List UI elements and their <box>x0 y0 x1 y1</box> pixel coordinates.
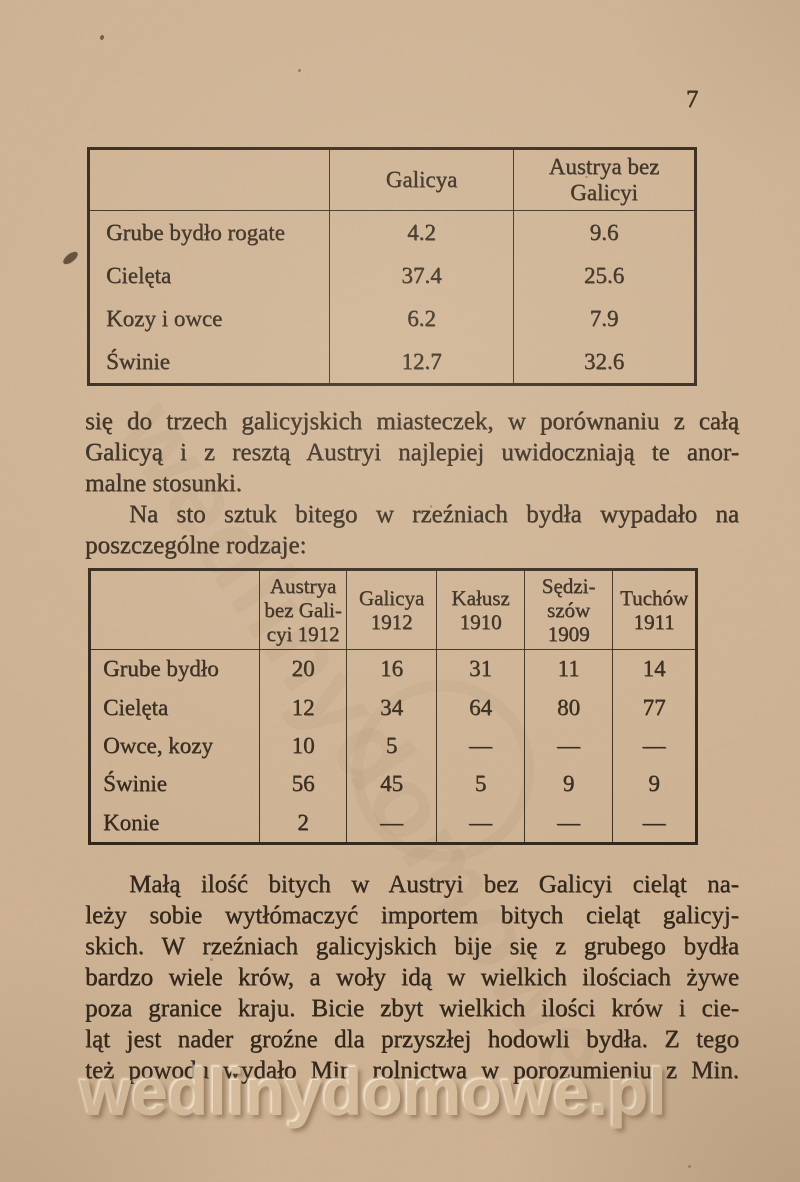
cell-value: 4.2 <box>329 211 513 254</box>
paper-speck <box>688 1165 691 1168</box>
site-watermark: wedlinydomowe.pl <box>80 1055 667 1129</box>
text-line: malne stosunki. <box>85 470 242 497</box>
cell-value: 12.7 <box>329 340 513 383</box>
table2-header-row: Austrya bez Gali- cyi 1912 Galicya 1912 … <box>91 571 695 650</box>
text-line: ląt jest nader groźne dla przyszłej hodo… <box>85 1026 739 1053</box>
cell-value: 10 <box>259 726 346 766</box>
paper-speck <box>298 69 301 72</box>
row-label: Świnie <box>106 348 170 374</box>
table-row: Świnie 56 45 5 9 9 <box>91 765 695 804</box>
paper-speck <box>99 34 105 41</box>
cell-value: 12 <box>259 688 346 727</box>
header-line: Sędzi- <box>541 574 596 598</box>
cell-value: 31 <box>436 650 524 689</box>
text-line: bardzo wiele krów, a woły idą w wielkich… <box>85 964 739 991</box>
cell-value: 9 <box>612 765 695 804</box>
cell-value: — <box>436 726 524 766</box>
cell-value: 2 <box>259 803 346 843</box>
row-label: Owce, kozy <box>103 733 213 759</box>
row-label: Cielęta <box>103 694 169 720</box>
table1-header-austrya: Austrya bez Galicyi <box>513 150 694 210</box>
cell-value: 9.6 <box>513 211 694 254</box>
cell-value: 7.9 <box>513 297 694 340</box>
table-row: Cielęta 12 34 64 80 77 <box>91 688 695 727</box>
cell-value: 32.6 <box>513 340 694 383</box>
cell-value: — <box>346 803 436 843</box>
text-line: poszczególne rodzaje: <box>85 532 307 559</box>
row-label: Cielęta <box>106 262 172 288</box>
table-row: Grube bydło 20 16 31 11 14 <box>91 650 695 689</box>
cell-value: 11 <box>524 650 612 689</box>
livestock-percentage-table: Galicya Austrya bez Galicyi Grube bydło … <box>87 147 697 386</box>
table2-header-empty <box>91 571 259 649</box>
cell-value: 25.6 <box>513 254 694 297</box>
table-row: Kozy i owce 6.2 7.9 <box>90 297 694 340</box>
paragraph-commentary: Małą ilość bitych w Austryi bez Galicyi … <box>85 869 739 1086</box>
cell-value: 5 <box>436 765 524 804</box>
cell-value: — <box>612 803 695 843</box>
cell-value: 5 <box>346 726 436 766</box>
slaughter-statistics-table: Austrya bez Gali- cyi 1912 Galicya 1912 … <box>88 568 698 845</box>
header-line: bez Gali- <box>264 598 342 622</box>
text-line: leży sobie wytłómaczyć importem bitych c… <box>85 902 739 929</box>
table-row: Owce, kozy 10 5 — — — <box>91 726 695 766</box>
header-line: 1911 <box>633 610 675 634</box>
row-label: Świnie <box>103 771 167 797</box>
row-label: Grube bydło <box>103 656 219 682</box>
text-line: poza granice kraju. Bicie zbyt wielkich … <box>85 995 739 1022</box>
cell-value: — <box>524 726 612 766</box>
cell-value: — <box>436 803 524 843</box>
header-line: Tuchów <box>619 586 689 610</box>
cell-value: 20 <box>259 650 346 689</box>
text-line: Galicyą i z resztą Austryi najlepiej uwi… <box>85 439 739 466</box>
margin-ink-mark <box>61 249 80 267</box>
table-row: Świnie 12.7 32.6 <box>90 340 694 383</box>
page-number: 7 <box>685 86 699 113</box>
text-line: Małą ilość bitych w Austryi bez Galicyi … <box>129 871 739 898</box>
table2-header-kalusz: Kałusz 1910 <box>436 571 524 649</box>
header-line: Kałusz <box>451 586 510 610</box>
table-row: Konie 2 — — — — <box>91 803 695 843</box>
cell-value: — <box>524 803 612 843</box>
row-label: Kozy i owce <box>106 305 223 331</box>
cell-value: 9 <box>524 765 612 804</box>
table2-header-sedziszow: Sędzi- szów 1909 <box>524 571 612 649</box>
header-line: Galicya <box>358 586 425 610</box>
cell-value: 34 <box>346 688 436 727</box>
cell-value: 14 <box>612 650 695 689</box>
table2-header-austrya: Austrya bez Gali- cyi 1912 <box>259 571 346 649</box>
header-line: 1910 <box>459 610 502 634</box>
table1-header-row: Galicya Austrya bez Galicyi <box>90 150 694 211</box>
table-row: Grube bydło rogate 4.2 9.6 <box>90 211 694 254</box>
header-line: szów 1909 <box>546 598 591 646</box>
cell-value: 16 <box>346 650 436 689</box>
row-label: Konie <box>103 809 160 835</box>
cell-value: 56 <box>259 765 346 804</box>
cell-value: 6.2 <box>329 297 513 340</box>
table2-header-galicya: Galicya 1912 <box>346 571 436 649</box>
header-line: 1912 <box>370 610 413 634</box>
header-line: Austrya <box>269 574 337 598</box>
header-line: cyi 1912 <box>266 622 340 646</box>
cell-value: 37.4 <box>329 254 513 297</box>
cell-value: 45 <box>346 765 436 804</box>
paragraph-intro: się do trzech galicyjskich miasteczek, w… <box>85 406 739 561</box>
table1-header-galicya: Galicya <box>329 150 513 210</box>
text-line: Na sto sztuk bitego w rzeźniach bydła wy… <box>129 501 739 528</box>
table1-header-empty <box>90 150 329 210</box>
cell-value: — <box>612 726 695 766</box>
table2-header-tuchow: Tuchów 1911 <box>612 571 695 649</box>
cell-value: 64 <box>436 688 524 727</box>
table-row: Cielęta 37.4 25.6 <box>90 254 694 297</box>
row-label: Grube bydło rogate <box>106 219 285 245</box>
text-line: skich. W rzeźniach galicyjskich bije się… <box>85 933 739 960</box>
text-line: się do trzech galicyjskich miasteczek, w… <box>85 408 739 435</box>
cell-value: 80 <box>524 688 612 727</box>
cell-value: 77 <box>612 688 695 727</box>
